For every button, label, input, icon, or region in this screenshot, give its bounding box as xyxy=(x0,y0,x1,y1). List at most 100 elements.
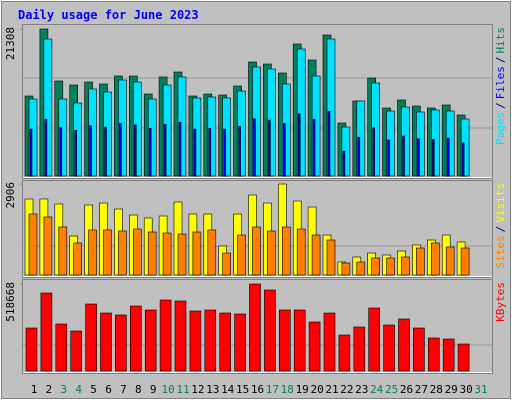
bar xyxy=(282,123,286,177)
bar xyxy=(44,119,48,177)
x-tick-label: 28 xyxy=(430,383,443,396)
bar xyxy=(118,79,127,177)
y-tick-label: 518668 xyxy=(4,282,17,322)
x-tick-label: 4 xyxy=(75,383,82,396)
x-tick-label: 23 xyxy=(355,383,368,396)
x-tick-label: 14 xyxy=(221,383,235,396)
bar xyxy=(88,229,97,276)
bar xyxy=(268,119,271,177)
x-tick-label: 24 xyxy=(370,383,384,396)
bar xyxy=(327,110,331,177)
bar xyxy=(85,303,97,372)
bar xyxy=(130,305,142,372)
bar xyxy=(223,128,226,177)
bar xyxy=(133,81,142,177)
bar xyxy=(416,111,425,177)
bar xyxy=(293,309,306,372)
bar xyxy=(174,300,187,372)
x-tick-label: 7 xyxy=(120,383,127,396)
bar xyxy=(445,110,455,177)
bar xyxy=(100,312,112,372)
bar xyxy=(193,128,197,177)
bar xyxy=(383,324,395,372)
bar xyxy=(431,139,435,177)
bar xyxy=(222,97,231,177)
bar xyxy=(74,130,77,177)
x-tick-label: 19 xyxy=(296,383,309,396)
bar xyxy=(177,233,187,276)
legend-entry: KBytes xyxy=(494,282,507,322)
y-tick-label: 21308 xyxy=(4,27,17,60)
bar xyxy=(103,91,112,177)
bar xyxy=(430,242,440,276)
legend: Sites / Visits xyxy=(494,183,507,269)
legend-entry: Files xyxy=(494,66,507,99)
bar xyxy=(234,313,246,372)
bar xyxy=(43,38,53,177)
bar xyxy=(177,76,187,177)
bar xyxy=(163,123,167,177)
x-tick-label: 10 xyxy=(161,383,174,396)
bar xyxy=(401,256,410,276)
bar xyxy=(326,239,336,276)
legend-separator: / xyxy=(494,226,507,233)
x-tick-label: 20 xyxy=(310,383,323,396)
bar xyxy=(253,118,256,177)
bar xyxy=(73,102,82,177)
x-tick-label: 27 xyxy=(415,383,428,396)
bar xyxy=(207,229,217,276)
bar xyxy=(147,231,157,276)
bar xyxy=(208,128,212,177)
bar xyxy=(341,126,351,177)
bar xyxy=(207,96,217,177)
x-tick-label: 5 xyxy=(90,383,97,396)
chart-title: Daily usage for June 2023 xyxy=(18,8,199,22)
bar xyxy=(70,330,82,372)
bar xyxy=(119,123,122,177)
x-tick-label: 17 xyxy=(266,383,279,396)
bar xyxy=(371,257,381,276)
bar xyxy=(189,310,202,372)
bar xyxy=(402,135,405,177)
legend-entry: Hits xyxy=(494,27,507,54)
bar xyxy=(356,100,366,177)
x-tick-label: 11 xyxy=(176,383,189,396)
bar xyxy=(356,261,366,276)
bar xyxy=(398,318,410,372)
x-tick-label: 25 xyxy=(385,383,398,396)
x-tick-label: 22 xyxy=(340,383,353,396)
legend-separator: / xyxy=(494,102,507,109)
bar xyxy=(311,75,321,177)
bar xyxy=(249,283,261,372)
x-tick-label: 29 xyxy=(445,383,458,396)
bar xyxy=(118,230,127,276)
x-tick-label: 2 xyxy=(46,383,53,396)
legend: Pages / Files / Hits xyxy=(494,27,507,145)
bar xyxy=(237,90,246,177)
bar xyxy=(252,66,261,177)
bar xyxy=(264,289,276,372)
bar xyxy=(144,309,157,372)
bar xyxy=(342,150,346,177)
bar xyxy=(457,343,470,372)
bar xyxy=(372,127,376,177)
bar xyxy=(357,137,361,177)
bar xyxy=(88,88,97,177)
bar xyxy=(43,216,53,276)
bar xyxy=(296,48,306,177)
bar xyxy=(386,110,395,177)
bar xyxy=(308,321,321,372)
bar xyxy=(267,230,276,276)
x-tick-label: 15 xyxy=(236,383,249,396)
x-tick-label: 1 xyxy=(31,383,38,396)
legend-entry: Visits xyxy=(494,183,507,223)
bar xyxy=(222,252,231,276)
bar xyxy=(89,125,92,177)
bar xyxy=(460,247,470,276)
bar xyxy=(178,121,182,177)
x-tick-label: 3 xyxy=(60,383,67,396)
bar xyxy=(281,83,291,177)
bar xyxy=(28,98,38,177)
bar xyxy=(73,242,82,276)
